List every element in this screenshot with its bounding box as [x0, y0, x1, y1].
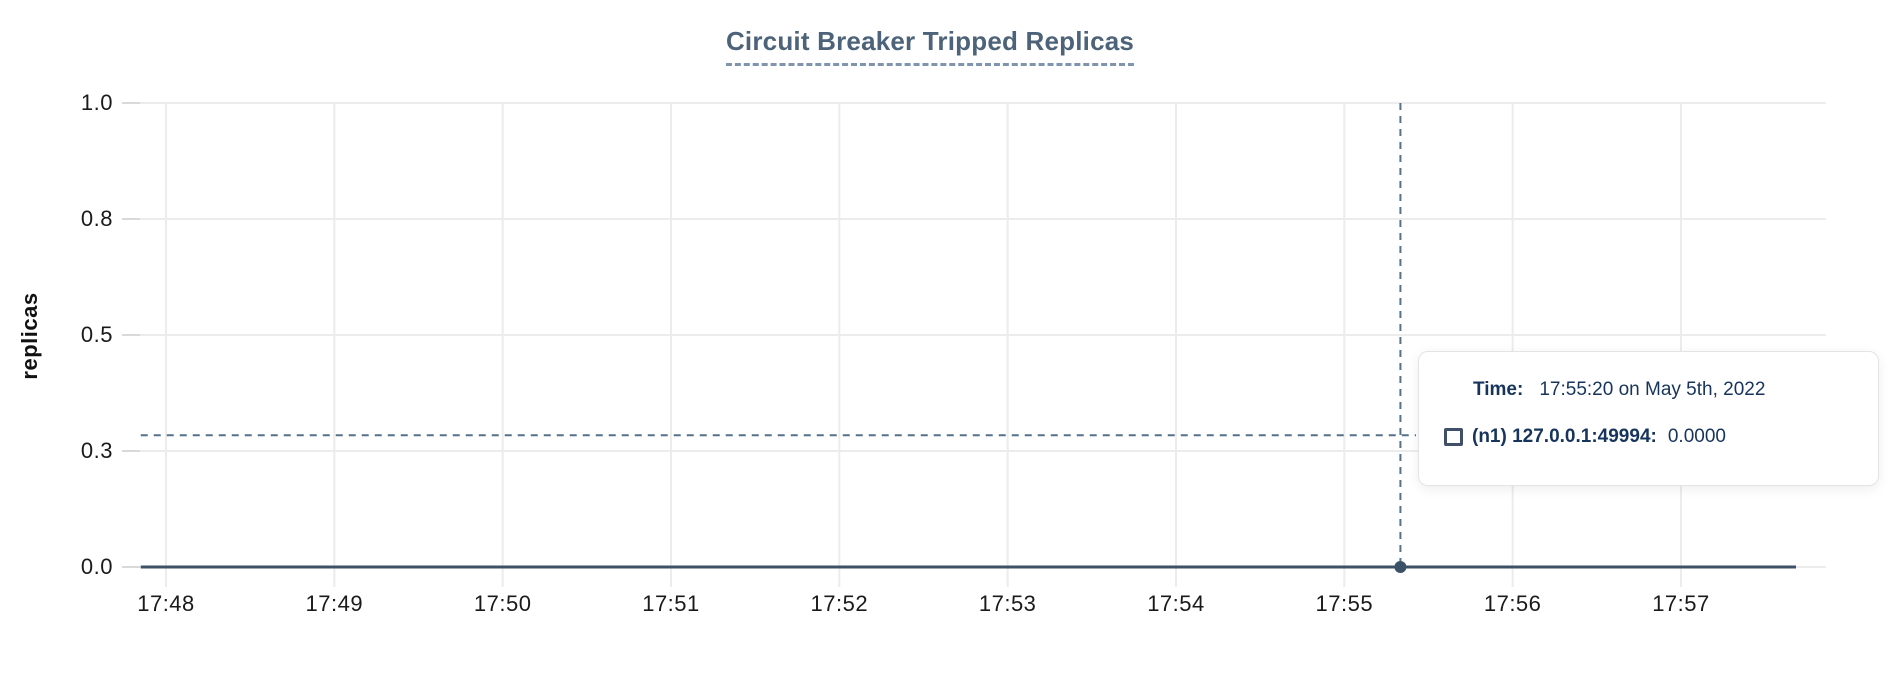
tooltip-series-row: (n1) 127.0.0.1:49994: 0.0000: [1444, 426, 1878, 448]
chart-title[interactable]: Circuit Breaker Tripped Replicas: [725, 26, 1135, 66]
y-tick-label: 0.5: [80, 322, 113, 347]
y-tick-label: 0.0: [80, 554, 113, 579]
chart-title-wrap: Circuit Breaker Tripped Replicas: [725, 26, 1135, 66]
x-tick-label: 17:54: [1147, 591, 1205, 616]
x-tick-label: 17:55: [1315, 591, 1374, 616]
y-tick-label: 1.0: [80, 90, 113, 115]
tooltip-time-label: Time:: [1473, 379, 1524, 400]
x-tick-label: 17:56: [1483, 591, 1542, 616]
x-tick-label: 17:51: [642, 591, 700, 616]
x-tick-label: 17:53: [978, 591, 1037, 616]
tooltip: Time: 17:55:20 on May 5th, 2022 (n1) 127…: [1418, 351, 1879, 486]
x-tick-label: 17:52: [810, 591, 869, 616]
x-tick-label: 17:49: [305, 591, 364, 616]
cursor-dot: [1394, 561, 1407, 573]
y-tick-label: 0.8: [80, 206, 113, 231]
x-tick-label: 17:57: [1652, 591, 1710, 616]
x-tick-label: 17:48: [137, 591, 195, 616]
tooltip-time-value: 17:55:20 on May 5th, 2022: [1539, 379, 1766, 400]
tooltip-series-label: (n1) 127.0.0.1:49994:: [1472, 426, 1657, 447]
x-tick-label: 17:50: [473, 591, 532, 616]
series-swatch-icon: [1444, 428, 1463, 446]
tooltip-time-row: Time: 17:55:20 on May 5th, 2022: [1473, 379, 1878, 401]
tooltip-series-value: 0.0000: [1667, 426, 1726, 447]
y-tick-label: 0.3: [80, 438, 113, 463]
